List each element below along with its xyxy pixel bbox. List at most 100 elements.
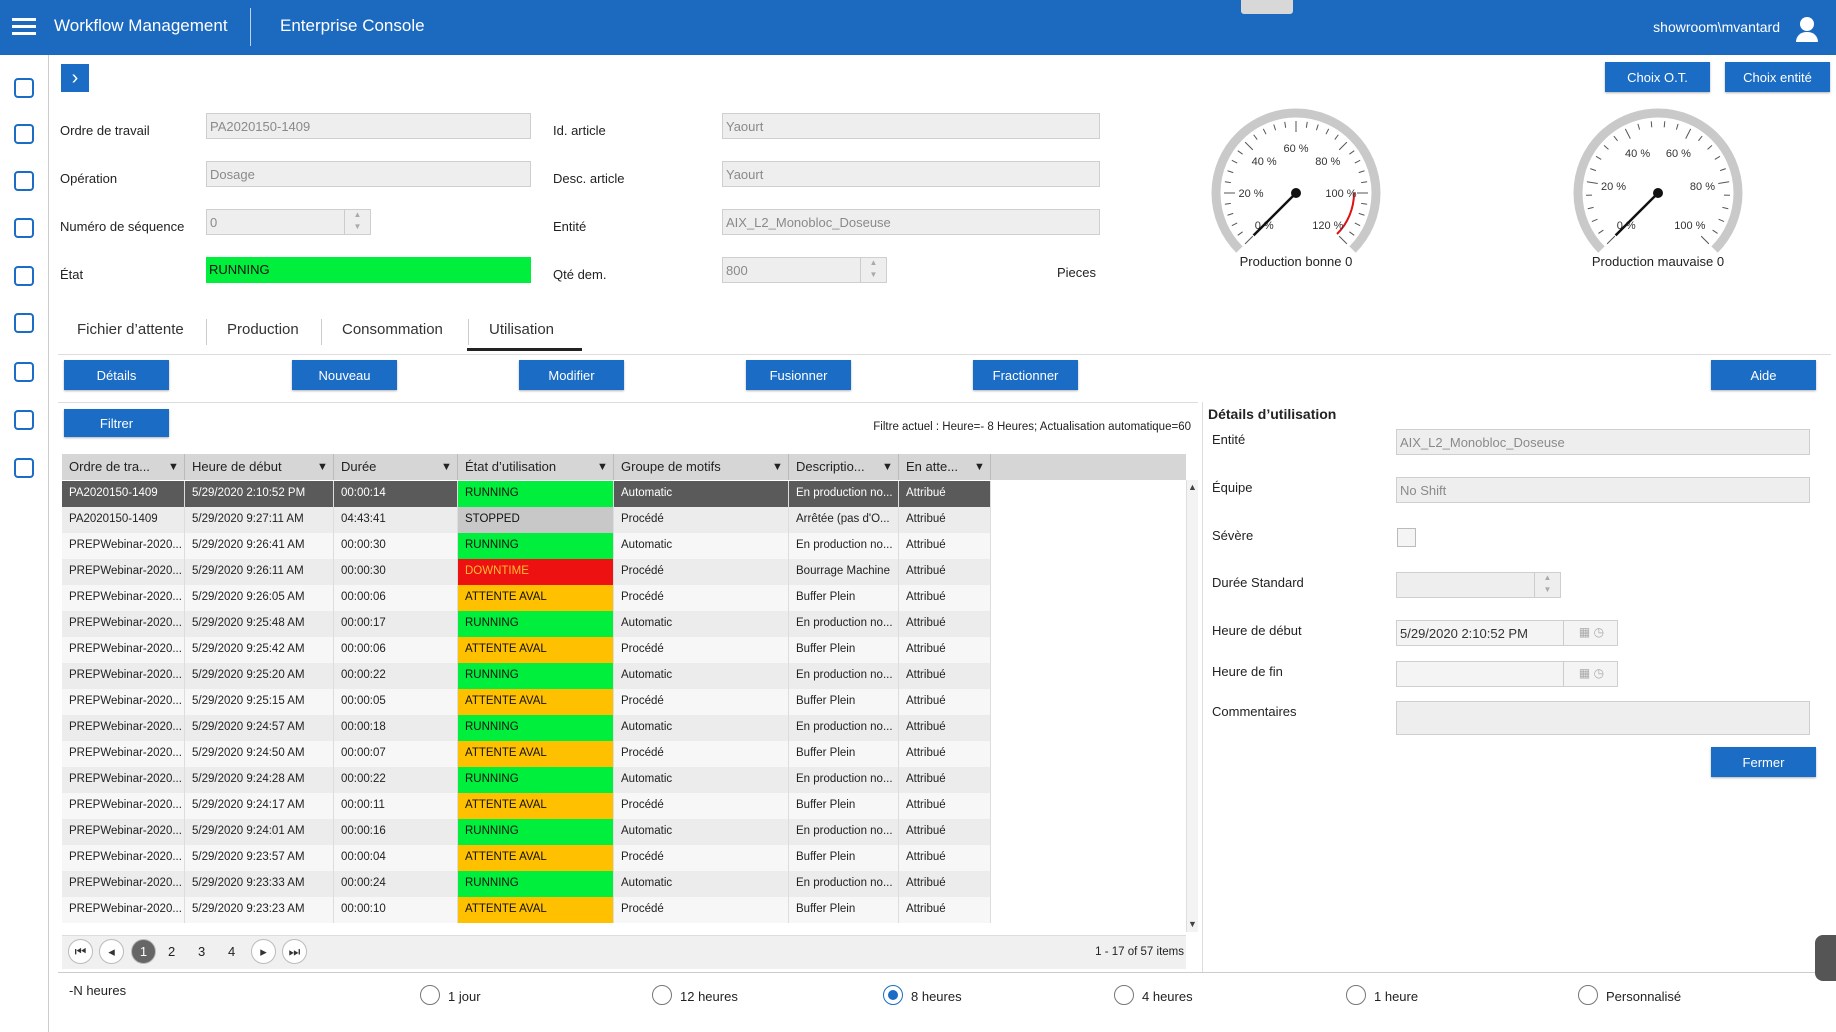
nav-icon[interactable] <box>14 266 34 286</box>
table-cell[interactable]: 5/29/2020 9:25:20 AM <box>185 663 334 689</box>
table-cell[interactable]: RUNNING <box>458 871 614 897</box>
action-button[interactable]: Fractionner <box>973 360 1078 390</box>
table-cell[interactable]: PREPWebinar-2020... <box>62 533 185 559</box>
field-input[interactable]: 800▲▼ <box>722 257 887 283</box>
radio[interactable] <box>1578 985 1598 1005</box>
table-cell[interactable]: RUNNING <box>458 663 614 689</box>
action-button[interactable]: Nouveau <box>292 360 397 390</box>
table-cell[interactable]: 00:00:07 <box>334 741 458 767</box>
table-cell[interactable]: Automatic <box>614 611 789 637</box>
menu-icon[interactable] <box>12 18 36 21</box>
table-cell[interactable]: Arrêtée (pas d'O... <box>789 507 899 533</box>
radio[interactable] <box>420 985 440 1005</box>
table-cell[interactable]: En production no... <box>789 663 899 689</box>
spin-arrows[interactable]: ▲▼ <box>860 257 886 283</box>
date-buttons[interactable]: ▦ ◷ <box>1563 661 1618 687</box>
table-cell[interactable]: 5/29/2020 9:27:11 AM <box>185 507 334 533</box>
table-cell[interactable]: 00:00:30 <box>334 533 458 559</box>
pager-page[interactable]: 1 <box>131 939 156 964</box>
table-cell[interactable]: DOWNTIME <box>458 559 614 585</box>
table-cell[interactable]: PA2020150-1409 <box>62 507 185 533</box>
table-cell[interactable]: 00:00:14 <box>334 481 458 507</box>
table-cell[interactable]: ATTENTE AVAL <box>458 845 614 871</box>
top-button[interactable]: Choix O.T. <box>1605 62 1710 92</box>
table-cell[interactable]: RUNNING <box>458 611 614 637</box>
table-cell[interactable]: 00:00:22 <box>334 663 458 689</box>
table-cell[interactable]: ATTENTE AVAL <box>458 793 614 819</box>
action-button[interactable]: Fusionner <box>746 360 851 390</box>
table-cell[interactable]: PREPWebinar-2020... <box>62 663 185 689</box>
table-cell[interactable]: 04:43:41 <box>334 507 458 533</box>
scroll-up[interactable]: ▲ <box>1188 482 1197 492</box>
table-cell[interactable]: Procédé <box>614 793 789 819</box>
field-input[interactable]: PA2020150-1409 <box>206 113 531 139</box>
nav-icon[interactable] <box>14 458 34 478</box>
table-cell[interactable]: PREPWebinar-2020... <box>62 637 185 663</box>
table-cell[interactable]: En production no... <box>789 481 899 507</box>
table-cell[interactable]: PREPWebinar-2020... <box>62 767 185 793</box>
table-cell[interactable]: Buffer Plein <box>789 741 899 767</box>
filter-icon[interactable]: ▼ <box>597 461 608 473</box>
table-cell[interactable]: Buffer Plein <box>789 897 899 923</box>
table-cell[interactable]: Attribué <box>899 871 991 897</box>
table-cell[interactable]: STOPPED <box>458 507 614 533</box>
table-cell[interactable]: Procédé <box>614 845 789 871</box>
column-header[interactable]: Descriptio...▼ <box>789 454 899 480</box>
tab[interactable]: Utilisation <box>489 321 554 338</box>
table-cell[interactable]: PREPWebinar-2020... <box>62 559 185 585</box>
column-header[interactable]: Heure de début▼ <box>185 454 334 480</box>
table-cell[interactable]: 00:00:06 <box>334 585 458 611</box>
table-cell[interactable]: Attribué <box>899 715 991 741</box>
field-input[interactable]: Dosage <box>206 161 531 187</box>
field-input[interactable]: AIX_L2_Monobloc_Doseuse <box>722 209 1100 235</box>
user-icon[interactable] <box>1800 17 1814 31</box>
table-cell[interactable]: Procédé <box>614 559 789 585</box>
table-cell[interactable]: 5/29/2020 9:24:17 AM <box>185 793 334 819</box>
field-input[interactable]: Yaourt <box>722 161 1100 187</box>
date-buttons[interactable]: ▦ ◷ <box>1563 620 1618 646</box>
table-cell[interactable]: Buffer Plein <box>789 689 899 715</box>
top-button[interactable]: Choix entité <box>1725 62 1830 92</box>
nav-icon[interactable] <box>14 124 34 144</box>
side-handle[interactable] <box>1815 935 1836 981</box>
scroll-down[interactable]: ▼ <box>1188 919 1197 929</box>
table-cell[interactable]: PA2020150-1409 <box>62 481 185 507</box>
table-cell[interactable]: ATTENTE AVAL <box>458 689 614 715</box>
table-cell[interactable]: 00:00:18 <box>334 715 458 741</box>
action-button[interactable]: Modifier <box>519 360 624 390</box>
column-header[interactable]: En atte...▼ <box>899 454 991 480</box>
table-cell[interactable]: 00:00:16 <box>334 819 458 845</box>
table-cell[interactable]: Automatic <box>614 871 789 897</box>
pager-first[interactable]: ⏮ <box>68 939 93 964</box>
table-cell[interactable]: Automatic <box>614 767 789 793</box>
table-cell[interactable]: 00:00:05 <box>334 689 458 715</box>
table-cell[interactable]: Buffer Plein <box>789 793 899 819</box>
column-header[interactable]: Groupe de motifs▼ <box>614 454 789 480</box>
table-cell[interactable]: PREPWebinar-2020... <box>62 793 185 819</box>
radio-label[interactable]: 1 jour <box>448 989 481 1004</box>
nav-icon[interactable] <box>14 362 34 382</box>
table-cell[interactable]: Attribué <box>899 637 991 663</box>
table-cell[interactable]: ATTENTE AVAL <box>458 741 614 767</box>
table-cell[interactable]: En production no... <box>789 819 899 845</box>
detail-input[interactable]: AIX_L2_Monobloc_Doseuse <box>1396 429 1810 455</box>
table-cell[interactable]: 5/29/2020 9:25:42 AM <box>185 637 334 663</box>
table-cell[interactable]: Procédé <box>614 689 789 715</box>
table-cell[interactable]: 5/29/2020 9:24:57 AM <box>185 715 334 741</box>
table-cell[interactable]: RUNNING <box>458 767 614 793</box>
table-cell[interactable]: 5/29/2020 9:24:28 AM <box>185 767 334 793</box>
table-cell[interactable]: 00:00:10 <box>334 897 458 923</box>
filter-button[interactable]: Filtrer <box>64 409 169 437</box>
tab[interactable]: Consommation <box>342 321 443 338</box>
pager-last[interactable]: ⏭ <box>282 939 307 964</box>
table-cell[interactable]: Procédé <box>614 585 789 611</box>
table-cell[interactable]: 00:00:04 <box>334 845 458 871</box>
field-input[interactable]: Yaourt <box>722 113 1100 139</box>
table-cell[interactable]: PREPWebinar-2020... <box>62 819 185 845</box>
radio-label[interactable]: 1 heure <box>1374 989 1418 1004</box>
nav-icon[interactable] <box>14 410 34 430</box>
table-cell[interactable]: 00:00:11 <box>334 793 458 819</box>
table-cell[interactable]: Attribué <box>899 533 991 559</box>
spin-arrows[interactable]: ▲▼ <box>1534 572 1560 598</box>
table-cell[interactable]: 5/29/2020 9:26:05 AM <box>185 585 334 611</box>
